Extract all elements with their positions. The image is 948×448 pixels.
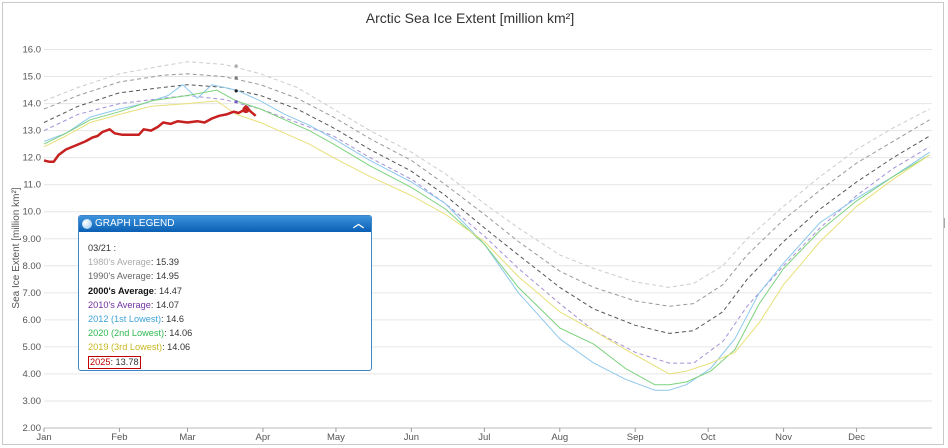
series-line-2012-1st-lowest	[43, 84, 930, 391]
legend-series-label: 2019 (3rd Lowest)	[88, 342, 163, 353]
legend-series-value: : 15.39	[150, 257, 179, 268]
y-tick-label: 7.00	[23, 288, 42, 299]
x-tick-label: Oct	[701, 432, 716, 443]
collapse-chevron-icon[interactable]: ︿	[353, 218, 364, 230]
x-tick-label: May	[327, 432, 345, 443]
legend-row: 2010's Average: 14.07	[88, 298, 371, 312]
series-line-2000-s-average	[43, 84, 930, 334]
y-tick-label: 8.00	[23, 261, 42, 272]
graph-legend: GRAPH LEGEND ︿ 03/21 : 1980's Average: 1…	[78, 215, 372, 371]
y-axis-label: Sea Ice Extent [million km²]	[11, 187, 22, 308]
legend-bullet-icon	[82, 219, 92, 229]
x-tick-label: Nov	[775, 432, 792, 443]
legend-series-label: 1990's Average	[88, 271, 151, 282]
series-line-1980-s-average	[43, 61, 930, 288]
y-tick-labels: 2.00 3.00 4.00 5.00 6.00 7.00 8.00 9.00 10.0 11.0…	[23, 45, 42, 434]
legend-row: 2020 (2nd Lowest): 14.06	[88, 326, 371, 340]
y-tick-label: 6.00	[23, 315, 42, 326]
y-tick-label: 16.0	[23, 45, 42, 56]
legend-series-label: 2010's Average	[88, 299, 151, 310]
resize-handle[interactable]	[944, 218, 948, 228]
legend-row: 2019 (3rd Lowest): 14.06	[88, 340, 371, 354]
legend-series-value: : 14.95	[150, 271, 179, 282]
legend-row: 2025: 13.78	[88, 355, 371, 369]
average-marker	[234, 64, 238, 68]
legend-series-label: 1980's Average	[88, 257, 151, 268]
average-marker	[234, 76, 238, 80]
y-tick-label: 5.00	[23, 342, 42, 353]
series-line-1990-s-average	[43, 73, 930, 307]
y-tick-label: 10.0	[23, 207, 42, 218]
legend-series-label: 2025	[90, 356, 111, 367]
chart-title: Arctic Sea Ice Extent [million km²]	[366, 10, 575, 26]
legend-row: 2012 (1st Lowest): 14.6	[88, 312, 371, 326]
average-marker	[234, 100, 238, 104]
legend-series-value: : 14.07	[150, 299, 179, 310]
legend-series-value: : 14.47	[153, 285, 182, 296]
legend-row: 2000's Average: 14.47	[88, 284, 371, 298]
x-tick-label: Apr	[256, 432, 271, 443]
series-line-2019-3rd-lowest	[43, 100, 930, 375]
x-tick-label: Mar	[179, 432, 195, 443]
current-markers	[234, 64, 250, 114]
legend-series-label: 2000's Average	[88, 285, 154, 296]
current-value-marker	[242, 105, 250, 114]
y-tick-label: 11.0	[23, 180, 41, 191]
y-tick-label: 15.0	[23, 72, 42, 83]
legend-header: GRAPH LEGEND ︿	[79, 216, 371, 232]
x-tick-labels: Jan Feb Mar Apr May Jun Jul Aug Sep Oct Nov Dec	[36, 432, 865, 443]
series-line-2010-s-average	[43, 95, 930, 364]
legend-row: 1980's Average: 15.39	[88, 255, 371, 269]
x-tick-label: Jun	[404, 432, 419, 443]
series-line-2020-2nd-lowest	[43, 89, 930, 386]
x-tick-label: Feb	[111, 432, 127, 443]
average-marker	[234, 89, 238, 93]
legend-series-value: : 14.06	[162, 342, 191, 353]
series-lines	[43, 61, 930, 391]
legend-series-value: : 13.78	[110, 356, 139, 367]
legend-body: 03/21 : 1980's Average: 15.39 1990's Aver…	[79, 232, 371, 369]
legend-series-value: : 14.06	[164, 328, 193, 339]
x-tick-label: Sep	[627, 432, 644, 443]
x-tick-label: Aug	[551, 432, 568, 443]
y-tick-label: 9.00	[23, 234, 42, 245]
y-tick-label: 2.00	[23, 423, 42, 434]
legend-series-label: 2020 (2nd Lowest)	[88, 328, 165, 339]
legend-title: GRAPH LEGEND	[95, 218, 175, 229]
series-line-2025	[43, 105, 257, 163]
x-tick-label: Dec	[848, 432, 865, 443]
y-tick-label: 12.0	[23, 153, 42, 164]
y-tick-label: 13.0	[23, 126, 42, 137]
y-tick-label: 3.00	[23, 396, 42, 407]
y-tick-label: 14.0	[23, 99, 42, 110]
legend-series-label: 2012 (1st Lowest)	[88, 314, 162, 325]
legend-date: 03/21 :	[88, 243, 117, 253]
legend-series-value: : 14.6	[161, 314, 185, 325]
x-tick-label: Jan	[36, 432, 51, 443]
x-tick-label: Jul	[478, 432, 490, 443]
legend-row: 1990's Average: 14.95	[88, 269, 371, 283]
y-tick-label: 4.00	[23, 369, 42, 380]
